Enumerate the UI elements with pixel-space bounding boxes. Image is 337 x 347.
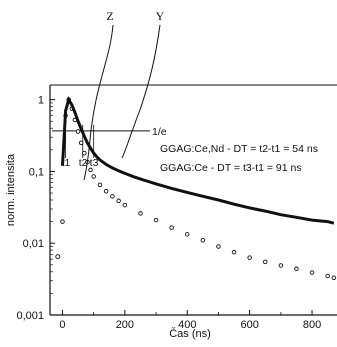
y-axis-ticks: 1 0,1 0,01 0,001 xyxy=(16,95,55,322)
x-tick-label: 0 xyxy=(59,319,65,331)
series-z-point xyxy=(169,225,174,230)
series-z-point xyxy=(75,129,81,134)
series-z xyxy=(60,97,337,281)
series-z-point xyxy=(91,174,96,179)
legend-line-2: GGAG:Ce - DT = t3-t1 = 91 ns xyxy=(160,162,302,174)
t3-label: t3 xyxy=(90,157,99,169)
series-z-point xyxy=(294,266,299,272)
series-z-point xyxy=(185,232,190,237)
marker-y-label: Y xyxy=(156,9,165,23)
outlier-circle xyxy=(55,254,61,260)
t2-label: t2 xyxy=(79,157,88,169)
y-tick-label: 0,001 xyxy=(16,310,44,322)
series-z-point xyxy=(88,167,93,173)
series-z-point xyxy=(263,259,268,265)
marker-z-label: Z xyxy=(106,9,113,23)
x-tick-label: 800 xyxy=(303,319,321,331)
x-tick-label: 200 xyxy=(116,319,134,331)
series-z-point xyxy=(82,150,87,156)
series-z-point xyxy=(325,273,330,279)
leader-curve-y xyxy=(121,24,161,159)
series-z-point xyxy=(216,244,221,249)
x-axis-title: Čas (ns) xyxy=(169,327,211,340)
one-over-e-label: 1/e xyxy=(152,126,167,138)
x-tick-label: 400 xyxy=(178,319,196,331)
series-y-line xyxy=(61,96,335,225)
series-z-point xyxy=(78,140,84,146)
y-axis-title: norm. intensita xyxy=(5,153,17,226)
series-z-point xyxy=(278,263,284,268)
series-z-point xyxy=(331,275,337,281)
outlier-point xyxy=(55,254,61,260)
series-z-point xyxy=(200,237,206,243)
series-z-point xyxy=(122,202,128,208)
series-z-point xyxy=(231,249,237,255)
series-z-point xyxy=(116,198,121,204)
t1-label: t1 xyxy=(62,157,71,169)
y-tick-label: 0,01 xyxy=(23,238,44,250)
series-z-point xyxy=(103,188,109,194)
series-z-point xyxy=(247,255,252,260)
x-tick-label: 600 xyxy=(240,319,258,331)
series-z-point xyxy=(97,182,103,188)
x-axis-ticks: 0 200 400 600 800 xyxy=(59,310,321,331)
series-z-point xyxy=(138,211,143,216)
y-tick-label: 1 xyxy=(38,95,44,107)
series-z-point xyxy=(309,270,315,275)
series-z-point xyxy=(110,194,115,199)
series-z-point xyxy=(60,219,65,224)
leader-curve-z xyxy=(83,24,114,181)
y-tick-label: 0,1 xyxy=(29,166,44,178)
legend-line-1: GGAG:Ce,Nd - DT = t2-t1 = 54 ns xyxy=(160,143,318,155)
series-z-point xyxy=(153,217,159,223)
